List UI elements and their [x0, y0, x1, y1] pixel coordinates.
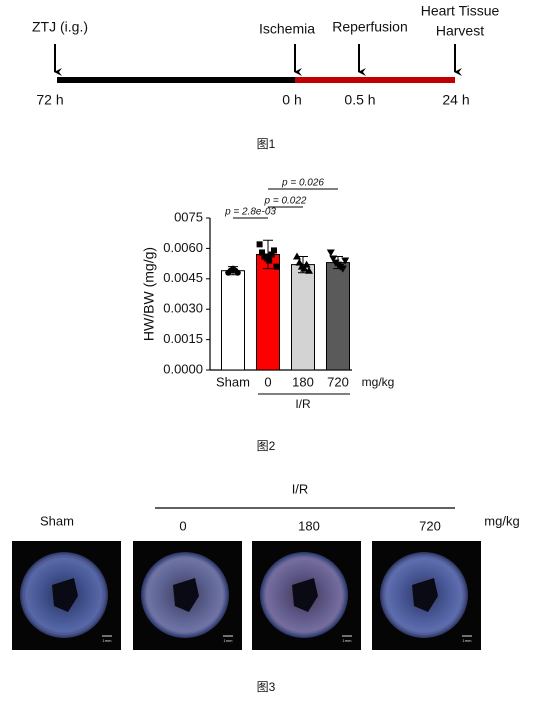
tissue-image: 1mm [12, 541, 121, 650]
point [300, 264, 309, 272]
tissue-image: 1mm [372, 541, 481, 650]
time-label: 0.5 h [344, 92, 375, 108]
y-tick-label: 0075 [174, 209, 203, 224]
point [273, 263, 280, 270]
p-value: p = 0.022 [264, 196, 307, 207]
label: 720 [419, 518, 441, 533]
point [259, 249, 265, 256]
y-axis-label: HW/BW (mg/g) [141, 247, 157, 341]
point [256, 241, 263, 248]
error-bar [263, 239, 273, 270]
p-value: p = 2.8e-03 [224, 207, 276, 218]
unit: mg/kg [362, 375, 395, 389]
x-tick-label: 720 [327, 374, 349, 389]
timeline: ZTJ (i.g.) Ischemia Reperfusion Heart Ti… [32, 3, 500, 151]
y-tick-label: 0.0000 [163, 361, 203, 376]
point [234, 269, 241, 276]
point [341, 257, 350, 265]
scale-label: 1mm [224, 638, 234, 643]
label: ZTJ (i.g.) [32, 19, 88, 35]
point [293, 252, 301, 260]
y-tick-label: 0.0045 [163, 270, 203, 285]
scale-label: 1mm [463, 638, 473, 643]
tissue-figure: I/R Sham 0 180 720 mg/kg 图3 1mm 1mm 1mm 1mm [12, 481, 520, 694]
y-tick-label: 0.0030 [163, 301, 203, 316]
point [329, 255, 338, 263]
label: Ischemia [259, 21, 315, 37]
label: 180 [298, 518, 320, 533]
label: Reperfusion [332, 19, 408, 35]
post-bar [295, 77, 455, 83]
lumen [292, 578, 318, 612]
label: 0 [179, 518, 186, 533]
bar [326, 262, 350, 371]
pre-bar [57, 77, 295, 83]
bar [291, 264, 315, 371]
group-label: I/R [292, 481, 309, 496]
point [338, 265, 347, 273]
unit: mg/kg [484, 513, 519, 528]
x-tick-label: Sham [216, 374, 250, 389]
tissue-image: 1mm [252, 541, 361, 650]
bar [221, 270, 245, 371]
label: Harvest [436, 23, 484, 39]
caption: 图3 [257, 680, 276, 694]
point [268, 251, 275, 258]
y-tick-label: 0.0060 [163, 240, 203, 255]
lumen [412, 578, 438, 612]
bar-chart: HW/BW (mg/g) mg/kg I/R 图2 0.0000 0.0015 0.… [141, 178, 395, 454]
point [271, 247, 277, 254]
time-label: 24 h [442, 92, 469, 108]
x-tick-label: 0 [264, 374, 271, 389]
p-value: p = 0.026 [281, 178, 324, 189]
scale-label: 1mm [343, 638, 353, 643]
caption: 图2 [257, 439, 276, 453]
caption: 图1 [257, 137, 276, 151]
y-tick-label: 0.0015 [163, 331, 203, 346]
time-label: 72 h [36, 92, 63, 108]
point [326, 249, 335, 257]
point [305, 266, 313, 274]
lumen [52, 578, 78, 612]
lumen [173, 578, 199, 612]
x-tick-label: 180 [292, 374, 314, 389]
tissue-image: 1mm [133, 541, 242, 650]
bar [256, 253, 280, 371]
group-label: I/R [295, 397, 311, 411]
scale-label: 1mm [103, 638, 113, 643]
label: Sham [40, 513, 74, 528]
point [302, 260, 311, 268]
point [266, 257, 273, 264]
time-label: 0 h [282, 92, 301, 108]
label: Heart Tissue [421, 3, 500, 19]
